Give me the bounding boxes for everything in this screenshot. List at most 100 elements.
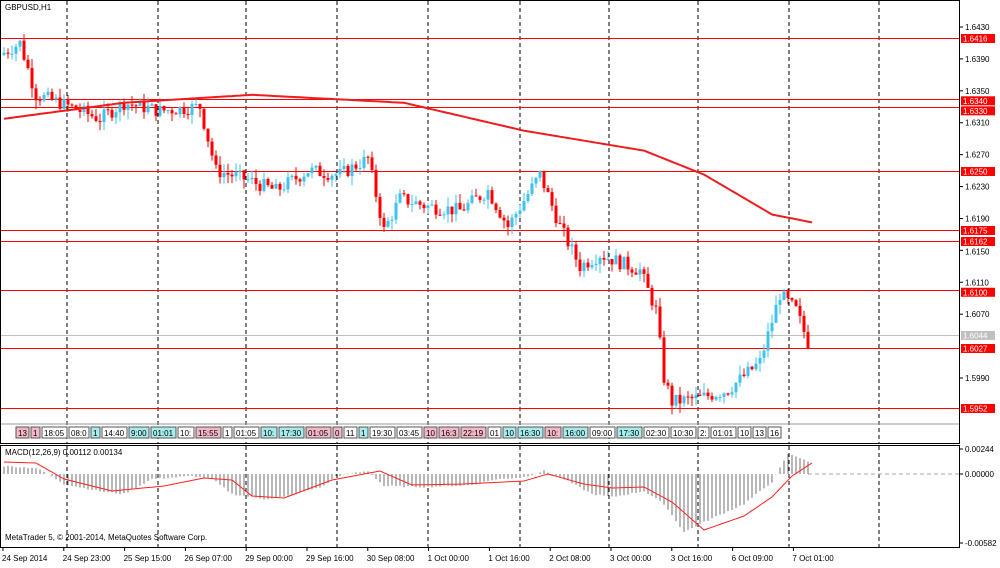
bull-candle bbox=[522, 201, 526, 211]
time-axis-label: 24 Sep 23:00 bbox=[63, 554, 111, 563]
bull-candle bbox=[590, 265, 594, 268]
bear-candle bbox=[566, 227, 570, 247]
event-marker-label: 01:05 bbox=[236, 429, 257, 438]
price-tick-label: 1.6270 bbox=[965, 151, 990, 160]
bull-candle bbox=[238, 170, 242, 173]
event-marker-label: 16:00 bbox=[565, 429, 586, 438]
bear-candle bbox=[554, 205, 558, 223]
bear-candle bbox=[90, 114, 94, 117]
time-axis-label: 1 Oct 00:00 bbox=[428, 554, 470, 563]
main-pane-border bbox=[0, 0, 960, 444]
bear-candle bbox=[458, 202, 462, 210]
price-tick-label: 1.6190 bbox=[965, 214, 990, 223]
event-marker-label: 01:01 bbox=[713, 429, 734, 438]
bull-candle bbox=[714, 397, 718, 400]
bull-candle bbox=[762, 350, 766, 358]
bull-candle bbox=[342, 165, 346, 170]
bear-candle bbox=[502, 217, 506, 221]
bull-candle bbox=[582, 262, 586, 272]
bull-candle bbox=[518, 210, 522, 214]
bear-candle bbox=[374, 169, 378, 197]
event-marker bbox=[396, 426, 423, 439]
bull-candle bbox=[250, 177, 254, 180]
bull-candle bbox=[734, 382, 738, 393]
bull-candle bbox=[390, 219, 394, 221]
event-marker-label: 1 bbox=[33, 429, 38, 438]
bull-candle bbox=[146, 105, 150, 113]
bull-candle bbox=[538, 170, 542, 178]
bull-candle bbox=[138, 100, 142, 106]
event-marker bbox=[68, 426, 90, 439]
price-tick-label: 1.6110 bbox=[965, 278, 989, 287]
bull-candle bbox=[414, 201, 418, 205]
level-price-tag bbox=[961, 226, 995, 235]
bear-candle bbox=[34, 88, 38, 101]
price-tick-label: 1.6310 bbox=[965, 119, 990, 128]
bear-candle bbox=[30, 68, 34, 89]
event-marker-label: 19:30 bbox=[372, 429, 393, 438]
bull-candle bbox=[246, 179, 250, 181]
bull-candle bbox=[526, 194, 530, 202]
event-marker-label: 14:40 bbox=[104, 429, 125, 438]
bear-candle bbox=[546, 188, 550, 193]
macd-signal-line bbox=[3, 461, 813, 531]
event-marker-label: 1 bbox=[93, 429, 98, 438]
bear-candle bbox=[170, 110, 174, 114]
event-marker bbox=[128, 426, 150, 439]
event-marker bbox=[260, 426, 278, 439]
bear-candle bbox=[110, 109, 114, 118]
event-marker bbox=[177, 426, 195, 439]
bull-candle bbox=[126, 104, 130, 110]
bull-candle bbox=[782, 291, 786, 301]
bear-candle bbox=[586, 262, 590, 268]
bull-candle bbox=[282, 189, 286, 191]
bull-candle bbox=[682, 396, 686, 404]
bear-candle bbox=[786, 291, 790, 299]
event-marker-label: 10: bbox=[263, 429, 274, 438]
bear-candle bbox=[562, 223, 566, 228]
bear-candle bbox=[26, 59, 30, 69]
bull-candle bbox=[606, 259, 610, 261]
bear-candle bbox=[710, 396, 714, 400]
bull-candle bbox=[430, 204, 434, 206]
bull-candle bbox=[194, 104, 198, 106]
bear-candle bbox=[318, 165, 322, 177]
event-marker bbox=[233, 426, 260, 439]
event-marker bbox=[710, 426, 737, 439]
level-price-tag bbox=[961, 287, 995, 297]
bull-candle bbox=[754, 363, 758, 370]
bear-candle bbox=[462, 209, 466, 211]
event-marker bbox=[544, 426, 562, 439]
bull-candle bbox=[310, 167, 314, 174]
event-marker-label: 10 bbox=[426, 429, 435, 438]
bull-candle bbox=[722, 393, 726, 398]
bull-candle bbox=[362, 156, 366, 169]
level-price-label: 1.6250 bbox=[963, 168, 988, 177]
bull-candle bbox=[594, 263, 598, 266]
price-tick-label: 1.6150 bbox=[965, 248, 990, 257]
bear-candle bbox=[174, 113, 178, 115]
bull-candle bbox=[410, 204, 414, 206]
bear-candle bbox=[278, 183, 282, 190]
time-axis-label: 25 Sep 15:00 bbox=[124, 554, 172, 563]
bull-candle bbox=[42, 94, 46, 101]
bull-candle bbox=[274, 183, 278, 189]
bull-candle bbox=[694, 394, 698, 399]
copyright-text: MetaTrader 5, © 2001-2014, MetaQuotes So… bbox=[5, 533, 208, 542]
bear-candle bbox=[242, 170, 246, 180]
price-tick-label: 1.6430 bbox=[965, 23, 990, 32]
event-marker bbox=[222, 426, 233, 439]
bull-candle bbox=[482, 199, 486, 201]
bear-candle bbox=[802, 315, 806, 332]
bull-candle bbox=[454, 202, 458, 215]
event-marker-label: 9:00 bbox=[131, 429, 147, 438]
bear-candle bbox=[658, 306, 662, 338]
bull-candle bbox=[118, 102, 122, 113]
event-marker-label: 22:19 bbox=[463, 429, 484, 438]
bear-candle bbox=[378, 196, 382, 218]
level-price-tag bbox=[961, 237, 995, 246]
bear-candle bbox=[602, 257, 606, 260]
bear-candle bbox=[230, 174, 234, 177]
bear-candle bbox=[558, 222, 562, 224]
